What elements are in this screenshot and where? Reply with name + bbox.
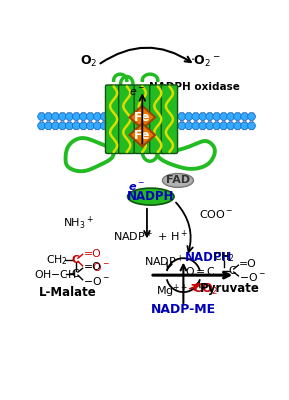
Circle shape — [38, 113, 45, 120]
Text: $-$O$^-$: $-$O$^-$ — [239, 271, 266, 283]
Circle shape — [234, 113, 242, 120]
Text: FAD: FAD — [166, 176, 190, 186]
Text: $\cdot$O$_2$$^-$: $\cdot$O$_2$$^-$ — [190, 54, 221, 70]
Circle shape — [234, 122, 242, 130]
Circle shape — [66, 113, 73, 120]
Polygon shape — [129, 124, 155, 146]
Text: C: C — [72, 269, 79, 279]
Circle shape — [241, 122, 249, 130]
Text: e$^-$: e$^-$ — [129, 182, 145, 193]
Circle shape — [227, 122, 235, 130]
Text: C: C — [228, 266, 236, 276]
Circle shape — [213, 122, 221, 130]
Circle shape — [38, 122, 45, 130]
Circle shape — [79, 122, 87, 130]
Circle shape — [79, 113, 87, 120]
Circle shape — [241, 113, 249, 120]
FancyBboxPatch shape — [119, 85, 135, 154]
Text: C: C — [72, 255, 80, 265]
Text: NADPH oxidase: NADPH oxidase — [149, 82, 240, 92]
Text: Fe: Fe — [134, 111, 151, 124]
Text: CH$_2$: CH$_2$ — [46, 253, 68, 267]
Ellipse shape — [127, 188, 174, 205]
FancyBboxPatch shape — [134, 85, 151, 154]
Circle shape — [192, 122, 200, 130]
Circle shape — [86, 113, 94, 120]
Text: =O: =O — [239, 259, 257, 269]
Text: COO$^-$: COO$^-$ — [199, 208, 233, 220]
Text: O$_2$: O$_2$ — [80, 54, 97, 70]
Circle shape — [59, 113, 66, 120]
Text: $-$O$^-$: $-$O$^-$ — [84, 274, 110, 286]
Circle shape — [52, 122, 59, 130]
Text: Fe: Fe — [134, 128, 151, 142]
Circle shape — [199, 113, 207, 120]
Circle shape — [101, 122, 108, 130]
Circle shape — [213, 113, 221, 120]
Circle shape — [178, 113, 186, 120]
Circle shape — [248, 113, 255, 120]
Circle shape — [101, 113, 108, 120]
FancyBboxPatch shape — [161, 85, 177, 154]
Circle shape — [93, 122, 101, 130]
Circle shape — [73, 113, 80, 120]
Circle shape — [86, 122, 94, 130]
Text: =O: =O — [84, 248, 101, 258]
Text: NADP-ME: NADP-ME — [151, 303, 216, 316]
Circle shape — [248, 122, 255, 130]
Circle shape — [206, 113, 214, 120]
Text: Mg$^{++}$: Mg$^{++}$ — [155, 283, 188, 300]
Text: CO$_2$: CO$_2$ — [192, 282, 218, 297]
Circle shape — [199, 122, 207, 130]
Text: NADP$^+$ + H$^+$: NADP$^+$ + H$^+$ — [113, 229, 188, 244]
Circle shape — [45, 113, 52, 120]
Text: NADPH: NADPH — [127, 190, 175, 203]
Circle shape — [52, 113, 59, 120]
Text: NADP$^+$: NADP$^+$ — [144, 254, 184, 269]
FancyBboxPatch shape — [105, 85, 122, 154]
Text: $-$O$^-$: $-$O$^-$ — [84, 261, 110, 273]
Circle shape — [206, 122, 214, 130]
Text: NADPH: NADPH — [184, 251, 232, 264]
Text: =O: =O — [84, 262, 101, 272]
Circle shape — [220, 113, 227, 120]
Circle shape — [220, 122, 227, 130]
Text: NH$_3$$^+$: NH$_3$$^+$ — [63, 215, 94, 232]
Circle shape — [73, 122, 80, 130]
Circle shape — [185, 113, 193, 120]
Circle shape — [192, 113, 200, 120]
Circle shape — [227, 113, 235, 120]
FancyBboxPatch shape — [150, 85, 166, 154]
Circle shape — [185, 122, 193, 130]
Ellipse shape — [162, 174, 193, 187]
Circle shape — [66, 122, 73, 130]
Polygon shape — [129, 106, 155, 129]
Text: Pyruvate: Pyruvate — [200, 282, 260, 295]
Text: e$^-$: e$^-$ — [129, 87, 145, 98]
Circle shape — [45, 122, 52, 130]
Text: CH$_2$: CH$_2$ — [213, 250, 235, 264]
Text: L-Malate: L-Malate — [39, 286, 97, 299]
Circle shape — [59, 122, 66, 130]
Circle shape — [93, 113, 101, 120]
Text: O$=$C: O$=$C — [185, 264, 216, 276]
Text: OH$-$CH: OH$-$CH — [34, 268, 77, 280]
Circle shape — [178, 122, 186, 130]
